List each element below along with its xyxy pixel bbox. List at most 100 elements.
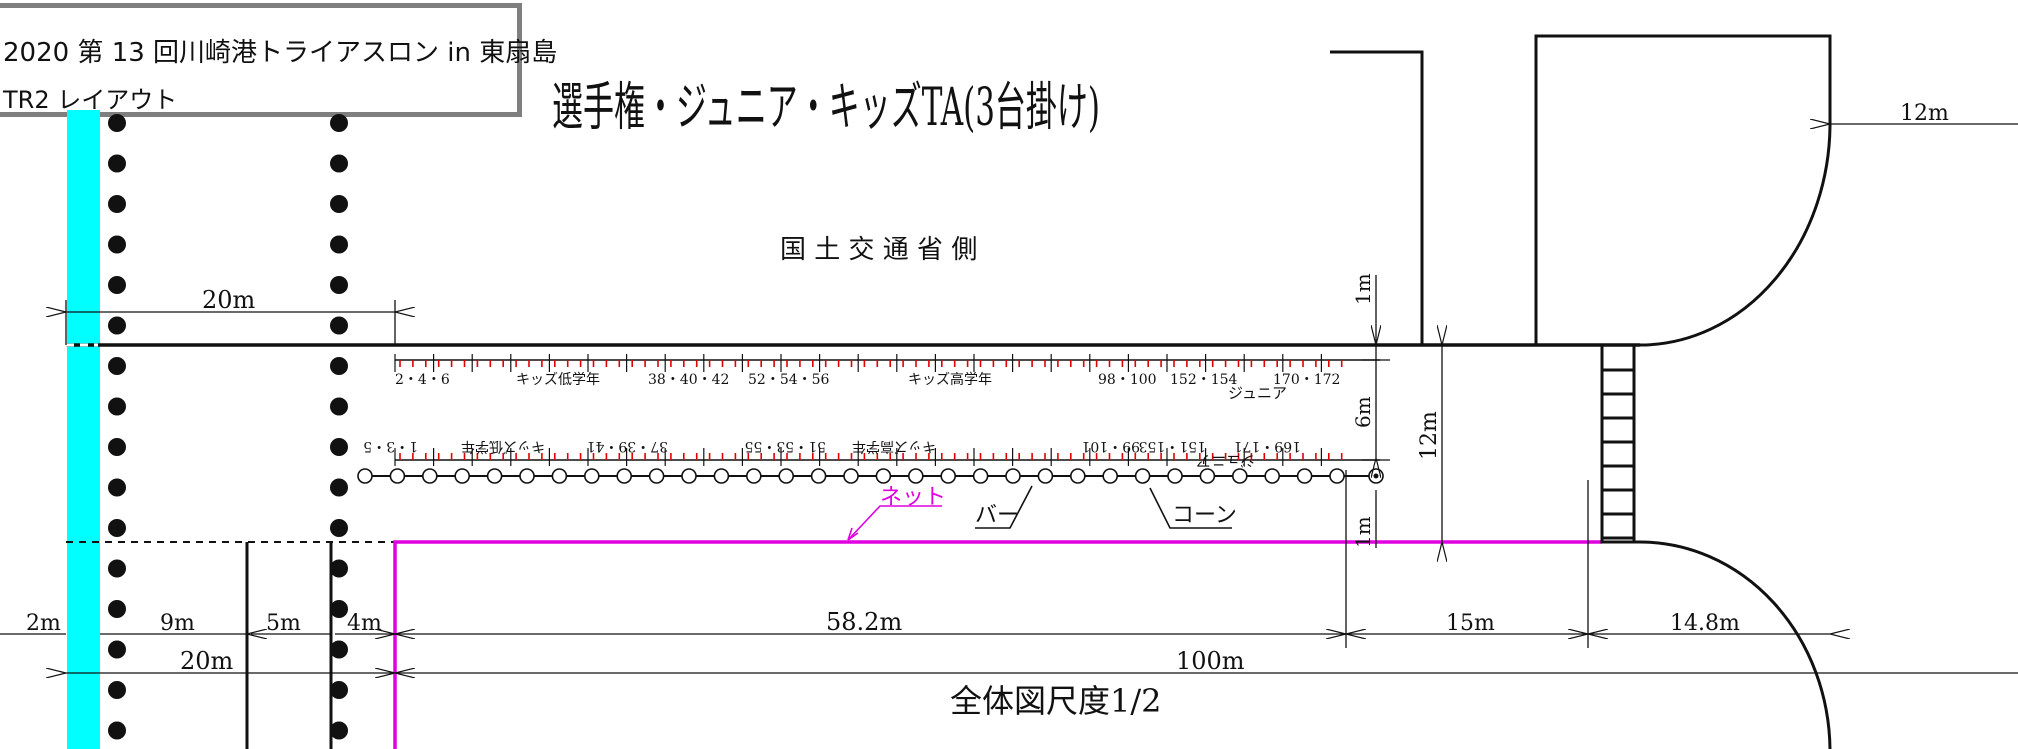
rack-top-label: キッズ高学年 <box>908 371 992 388</box>
barrier-dot <box>330 721 348 740</box>
dim-1m-bottom: 1m <box>1351 516 1375 548</box>
barrier-dot <box>330 519 348 537</box>
rack-top-label: 170・172 <box>1273 372 1340 388</box>
cone-callout: コーン <box>1149 487 1237 529</box>
dim-100m: 100m <box>1176 647 1245 675</box>
dim-15m: 15m <box>1446 611 1495 636</box>
cone <box>875 468 892 484</box>
barrier-dot <box>108 154 126 173</box>
cone <box>843 468 859 484</box>
cone <box>745 468 762 484</box>
cone <box>1199 468 1216 484</box>
cone <box>1232 468 1248 484</box>
rack-bottom-label: 169・171 <box>1234 438 1301 454</box>
cone <box>357 468 373 484</box>
cone <box>551 468 568 484</box>
barrier-dot <box>108 357 126 375</box>
cone <box>583 468 600 484</box>
dim-5m: 5m <box>266 611 301 636</box>
rack-bottom-label: 151・153 <box>1139 438 1206 454</box>
barrier-dot <box>108 600 126 618</box>
cone <box>940 468 957 484</box>
cone <box>519 468 535 484</box>
barrier-dot <box>330 438 348 456</box>
dim-58m: 58.2m <box>826 608 902 636</box>
cone <box>681 468 697 484</box>
cone <box>1296 468 1313 484</box>
barrier-dot <box>330 154 348 173</box>
barrier-dot <box>330 195 348 213</box>
cone <box>778 468 795 484</box>
barrier-dots-left <box>108 114 126 740</box>
dim-2m: 2m <box>26 611 61 636</box>
cone <box>972 468 989 484</box>
barrier-dot <box>108 276 126 294</box>
cone <box>1134 468 1151 484</box>
rack-top-label: 38・40・42 <box>648 372 729 388</box>
dim-14m: 14.8m <box>1670 611 1740 636</box>
barrier-dot <box>108 559 126 578</box>
title-box: 2020 第 13 回川崎港トライアスロン in 東扇島 TR2 レイアウト <box>0 3 557 117</box>
rack-bottom-label: 1・3・5 <box>363 438 418 454</box>
dim-12m: 12m <box>1417 411 1442 460</box>
cone <box>648 468 665 484</box>
rack-bottom-label: 37・39・41 <box>587 438 668 454</box>
building-left <box>1330 50 1424 345</box>
bar-callout: バー <box>975 485 1033 529</box>
barrier-dot <box>108 235 126 254</box>
rack-bottom-label: キッズ高学年 <box>852 438 936 455</box>
barrier-dot <box>330 114 348 132</box>
barrier-dot <box>330 235 348 254</box>
dim-top-right: 12m <box>1900 101 1949 126</box>
dim-20m-top: 20m <box>202 286 256 314</box>
rack-top-labels: 2・4・6 キッズ低学年 38・40・42 52・54・56 キッズ高学年 98… <box>395 371 1340 402</box>
cone <box>1329 468 1345 484</box>
cone <box>907 468 924 484</box>
cone <box>1167 468 1183 484</box>
cone <box>616 468 633 484</box>
rack-bottom-label: 51・53・55 <box>745 438 826 454</box>
rack-bottom-label: 99・101 <box>1081 438 1140 454</box>
dim-9m: 9m <box>160 611 195 636</box>
bar-cone-chain <box>357 468 1384 484</box>
barrier-dot <box>108 721 126 740</box>
cone <box>421 468 438 484</box>
cone <box>713 468 730 484</box>
dim-6m: 6m <box>1351 396 1375 428</box>
barrier-dot <box>108 397 126 416</box>
cone <box>389 468 406 484</box>
rack-bottom-label: キッズ低学年 <box>461 438 545 454</box>
barrier-dot <box>108 640 126 659</box>
barrier-dot <box>330 559 348 578</box>
cone <box>1037 468 1054 484</box>
cone <box>454 468 471 484</box>
dim-1m-top: 1m <box>1351 273 1375 305</box>
rack-top-label: 98・100 <box>1098 372 1157 388</box>
barrier-dot <box>330 640 348 659</box>
barrier-dot <box>330 681 348 699</box>
scale-note: 全体図尺度1/2 <box>950 682 1162 720</box>
barrier-dot <box>108 519 126 537</box>
event-title: 2020 第 13 回川崎港トライアスロン in 東扇島 <box>3 38 558 68</box>
rack-bottom-labels: 1・3・5 キッズ低学年 37・39・41 51・53・55 キッズ高学年 99… <box>363 438 1301 470</box>
barrier-dot <box>108 681 126 699</box>
barrier-dot <box>108 438 126 456</box>
barrier-dot <box>108 114 126 132</box>
main-title: 選手権・ジュニア・キッズTA(3台掛け) <box>552 78 1100 138</box>
rack-top-label: 152・154 <box>1170 372 1238 388</box>
barrier-dot <box>108 316 126 335</box>
barrier-dot <box>330 316 348 335</box>
rack-top-label: 2・4・6 <box>395 372 450 388</box>
rack-bottom <box>394 448 1380 466</box>
cone <box>1070 468 1086 484</box>
cone <box>486 468 503 484</box>
barrier-dot <box>108 478 126 497</box>
dimension-labels: 12m 20m 1m 6m 12m 1m 2m 9m 5m 4m 58.2m 1… <box>26 101 1949 675</box>
exit-arc <box>1602 540 1832 749</box>
cone-label: コーン <box>1172 503 1237 528</box>
barrier-dot <box>108 195 126 213</box>
net-callout: ネット <box>847 485 946 541</box>
barrier-dot <box>330 276 348 294</box>
cone <box>810 468 827 484</box>
